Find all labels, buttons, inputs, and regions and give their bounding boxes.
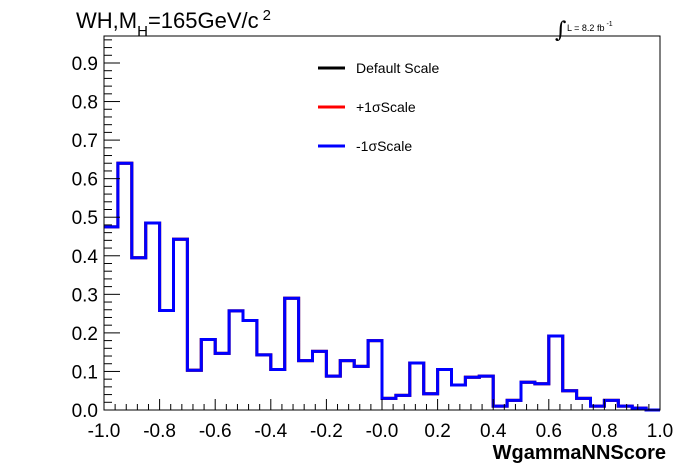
x-tick-label: -1.0: [88, 421, 121, 442]
x-tick-label: -0.2: [310, 421, 343, 442]
x-tick-label: 0.6: [536, 421, 562, 442]
y-tick-label: 0.3: [72, 285, 98, 306]
x-tick-label: -0.0: [366, 421, 399, 442]
lumi-label: L = 8.2 fb -1: [567, 21, 613, 33]
x-tick-label: 0.2: [424, 421, 450, 442]
lumi-text: L = 8.2 fb: [567, 23, 604, 33]
legend-label-1: +1σScale: [356, 99, 416, 115]
x-tick-label: -0.4: [254, 421, 287, 442]
lumi-superscript: -1: [606, 21, 612, 28]
lumi-integral-icon: ∫: [555, 18, 567, 43]
y-tick-label: 0.2: [72, 324, 98, 345]
x-tick-label: 0.4: [480, 421, 507, 442]
legend: Default Scale +1σScale -1σScale: [318, 60, 439, 154]
title-subscript: H: [137, 23, 148, 40]
legend-label-2: -1σScale: [356, 138, 412, 154]
y-tick-label: 0.4: [72, 247, 99, 268]
legend-label-0: Default Scale: [356, 60, 439, 76]
y-tick-label: 0.1: [72, 362, 98, 383]
y-axis: 0.0 0.1 0.2 0.3 0.4 0.5 0.6 0.7 0.8 0.9: [72, 39, 120, 422]
y-tick-label: 0.5: [72, 208, 98, 229]
y-tick-label: 0.6: [72, 170, 98, 191]
x-tick-label: -0.8: [143, 421, 176, 442]
title-main: WH,M: [76, 8, 137, 33]
chart-title: WH,MH=165GeV/c 2: [76, 7, 271, 40]
y-tick-label: 0.9: [72, 54, 98, 75]
x-axis: -1.0 -0.8 -0.6 -0.4 -0.2 -0.0 0.2 0.4 0.6 0.8 1.0: [88, 399, 673, 442]
y-tick-label: 0.0: [72, 401, 98, 422]
histogram-line-2: [104, 161, 660, 412]
histogram-series-group: [104, 161, 660, 412]
x-axis-label: WgammaNNScore: [493, 442, 666, 464]
title-rest: =165GeV/c: [148, 8, 259, 33]
x-tick-label: 0.8: [591, 421, 617, 442]
x-tick-label: -0.6: [199, 421, 232, 442]
title-superscript: 2: [263, 7, 271, 24]
x-tick-label: 1.0: [647, 421, 673, 442]
y-tick-label: 0.8: [72, 93, 98, 114]
y-tick-label: 0.7: [72, 131, 98, 152]
